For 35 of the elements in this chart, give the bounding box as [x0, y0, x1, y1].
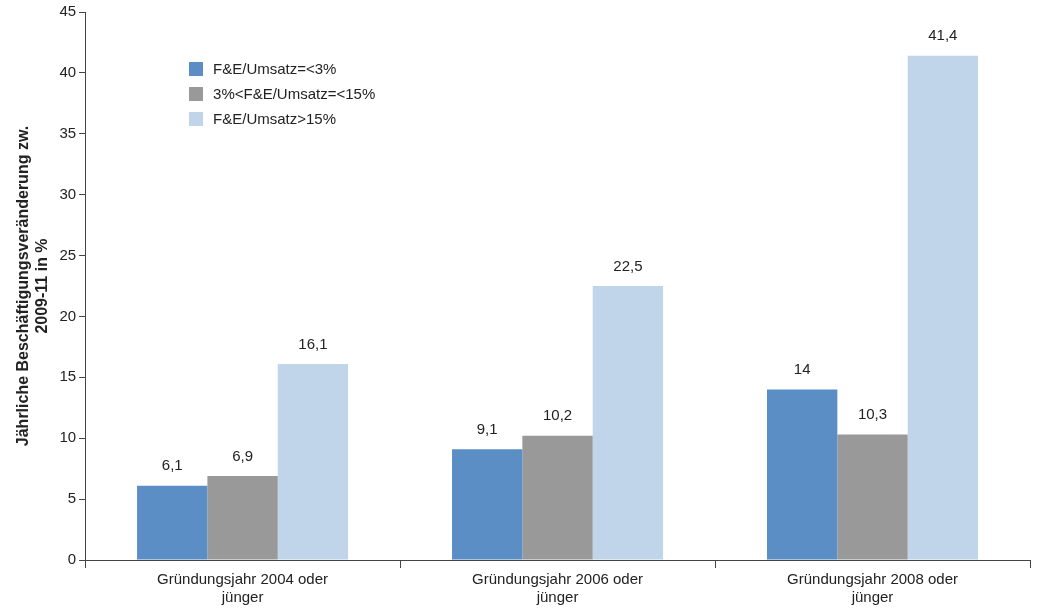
data-label: 16,1	[298, 334, 328, 352]
bar	[137, 485, 208, 560]
bar	[277, 363, 349, 560]
data-label: 6,9	[232, 446, 253, 464]
data-label: 41,4	[928, 26, 958, 44]
data-label: 22,5	[613, 256, 643, 274]
bar	[522, 435, 593, 560]
y-tick-label: 20	[59, 306, 77, 324]
data-label: 10,3	[857, 405, 888, 423]
bar	[452, 449, 523, 560]
data-label: 9,1	[476, 419, 498, 437]
bar	[767, 389, 838, 560]
bar	[592, 286, 664, 560]
y-tick-label: 15	[59, 367, 77, 385]
x-tick-label: Gründungsjahr 2006 oder jünger	[472, 570, 644, 606]
y-tick-label: 5	[67, 489, 77, 507]
legend-label: F&E/Umsatz>15%	[213, 110, 337, 127]
y-tick-label: 10	[59, 428, 77, 446]
x-tick-label: Gründungsjahr 2004 oder jünger	[157, 570, 329, 606]
y-tick-label: 30	[59, 184, 77, 202]
y-tick-label: 25	[59, 245, 77, 263]
legend-label: 3%<F&E/Umsatz=<15%	[213, 85, 376, 102]
y-axis-title: Jährliche Beschäftigungsveränderung zw. 2009-11 in %	[14, 125, 51, 447]
y-tick-label: 40	[59, 63, 77, 81]
bar	[207, 475, 278, 560]
y-tick-label: 0	[67, 550, 77, 568]
data-label: 14	[793, 360, 811, 378]
y-tick-label: 45	[59, 2, 77, 20]
data-label: 6,1	[161, 456, 183, 474]
data-label: 10,2	[542, 406, 573, 424]
bar	[907, 55, 979, 560]
x-tick-label: Gründungsjahr 2008 oder jünger	[787, 570, 958, 606]
y-tick-label: 35	[59, 123, 77, 141]
legend-label: F&E/Umsatz=<3%	[213, 60, 337, 77]
bar	[837, 434, 908, 560]
